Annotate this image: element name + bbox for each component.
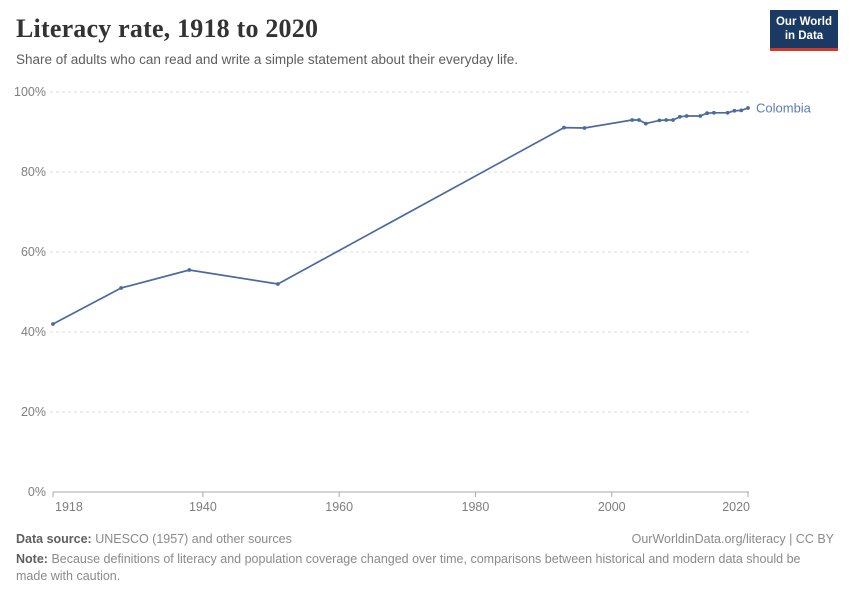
- y-tick-label: 0%: [28, 485, 46, 499]
- x-tick-label: 1918: [55, 500, 83, 514]
- logo-line1: Our World: [775, 16, 832, 28]
- data-point: [739, 108, 744, 113]
- chart-header: Literacy rate, 1918 to 2020 Share of adu…: [16, 14, 834, 67]
- x-tick-label: 1960: [325, 500, 353, 514]
- y-tick-label: 20%: [21, 405, 46, 419]
- data-point: [746, 106, 750, 110]
- logo-line2: in Data: [784, 30, 824, 43]
- owid-logo[interactable]: Our World in Data: [770, 10, 838, 51]
- x-tick-label: 2020: [722, 500, 750, 514]
- data-point: [187, 268, 192, 272]
- note-text: Because definitions of literacy and popu…: [16, 551, 801, 584]
- x-tick-label: 1940: [189, 500, 217, 514]
- y-tick-label: 40%: [21, 325, 46, 339]
- series-end-label: Colombia: [756, 101, 812, 116]
- data-point: [630, 118, 635, 122]
- data-point: [732, 108, 737, 113]
- data-point: [725, 110, 730, 115]
- data-source-label: Data source:: [16, 532, 92, 546]
- chart-subtitle: Share of adults who can read and write a…: [16, 52, 519, 67]
- data-point: [582, 126, 587, 130]
- x-tick-label: 2000: [598, 500, 626, 514]
- data-point: [562, 125, 566, 130]
- data-point: [684, 114, 689, 118]
- y-tick-label: 60%: [21, 245, 46, 259]
- data-point: [51, 322, 55, 326]
- data-point: [119, 286, 123, 290]
- data-point: [678, 114, 682, 119]
- chart-footer: Data source: UNESCO (1957) and other sou…: [16, 531, 834, 586]
- y-tick-label: 80%: [21, 165, 46, 179]
- data-point: [276, 282, 280, 286]
- note-label: Note:: [16, 551, 48, 566]
- data-point: [705, 111, 709, 116]
- data-source-text: UNESCO (1957) and other sources: [95, 532, 292, 546]
- series-line: [52, 107, 749, 325]
- data-point: [637, 118, 641, 122]
- data-point: [643, 121, 648, 126]
- y-tick-label: 100%: [14, 85, 46, 99]
- owid-license-link[interactable]: OurWorldinData.org/literacy | CC BY: [631, 532, 834, 546]
- data-point: [698, 114, 703, 118]
- data-point: [664, 118, 669, 122]
- data-point: [671, 118, 675, 122]
- page-title: Literacy rate, 1918 to 2020: [16, 14, 319, 43]
- chart-note: Note: Because definitions of literacy an…: [16, 551, 821, 586]
- x-tick-label: 1980: [462, 500, 490, 514]
- data-point: [712, 110, 716, 115]
- data-point: [657, 118, 662, 123]
- data-source: Data source: UNESCO (1957) and other sou…: [16, 531, 292, 549]
